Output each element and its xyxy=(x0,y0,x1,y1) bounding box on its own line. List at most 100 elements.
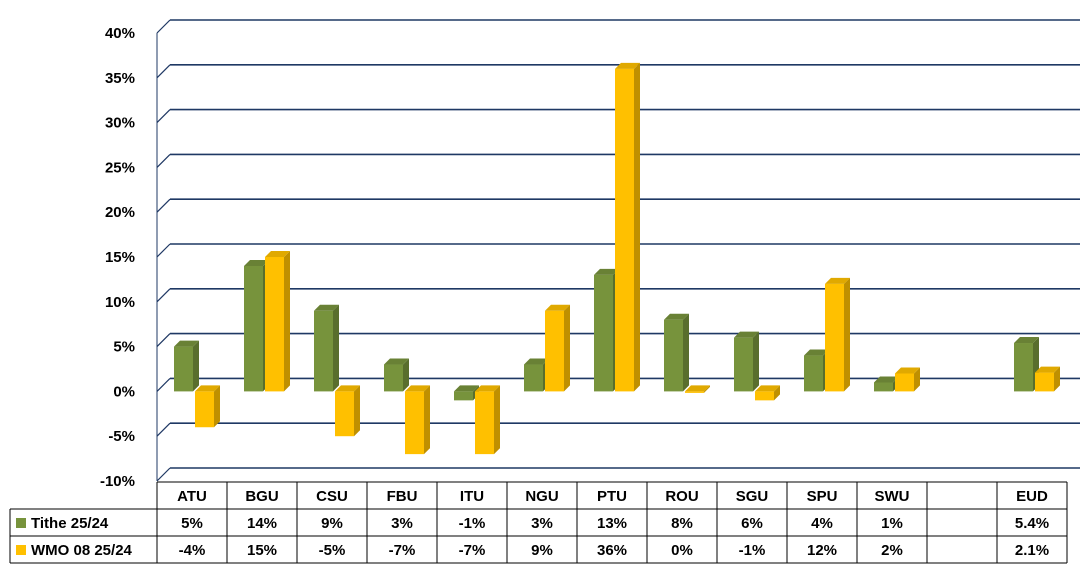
bar xyxy=(174,340,199,392)
bar-front xyxy=(664,319,683,392)
data-label: 1% xyxy=(881,515,903,532)
data-label: 36% xyxy=(597,542,627,559)
bar-top xyxy=(1014,337,1039,344)
category-label: SPU xyxy=(807,488,838,505)
bar-side xyxy=(914,367,920,392)
bar xyxy=(664,313,689,392)
bar-top xyxy=(594,268,619,275)
data-label: 5.4% xyxy=(1015,515,1049,532)
data-label: -4% xyxy=(179,542,206,559)
gridline-depth xyxy=(156,422,171,437)
gridline-depth xyxy=(156,467,171,482)
bar-top xyxy=(405,385,430,392)
category-label: ITU xyxy=(460,488,484,505)
bar xyxy=(755,385,780,401)
y-tick-label: 25% xyxy=(105,159,135,176)
bar-top xyxy=(524,358,549,365)
bar-front xyxy=(1035,372,1054,392)
data-label: 3% xyxy=(391,515,413,532)
bar-front xyxy=(335,391,354,437)
bar xyxy=(685,385,710,393)
bar-front xyxy=(314,310,333,392)
bar-top xyxy=(545,304,570,311)
gridline-depth xyxy=(156,109,171,124)
bar-side xyxy=(193,340,199,392)
category-label: FBU xyxy=(387,488,418,505)
bar xyxy=(384,358,409,392)
data-label: -7% xyxy=(459,542,486,559)
category-label: SGU xyxy=(736,488,769,505)
bar-front xyxy=(755,391,774,401)
bar-side xyxy=(284,251,290,392)
bar-top xyxy=(265,251,290,257)
bar xyxy=(475,385,500,455)
gridline-depth xyxy=(156,377,171,392)
legend-swatch xyxy=(16,545,26,555)
bar-side xyxy=(774,385,780,401)
gridline-depth xyxy=(156,19,171,34)
bar-side xyxy=(354,385,360,437)
bar xyxy=(1035,366,1060,392)
bar-front xyxy=(615,68,634,392)
bar-top xyxy=(825,277,850,284)
data-label: 0% xyxy=(671,542,693,559)
data-label: 5% xyxy=(181,515,203,532)
bar-front xyxy=(195,391,214,428)
data-label: -1% xyxy=(459,515,486,532)
category-label: PTU xyxy=(597,488,627,505)
bar-front xyxy=(545,310,564,392)
bar-side xyxy=(634,62,640,392)
bar-front xyxy=(405,391,424,455)
bar-side xyxy=(704,385,710,393)
bar-side xyxy=(683,313,689,392)
bar xyxy=(314,304,339,392)
bar-side xyxy=(753,331,759,392)
bar-front xyxy=(174,346,193,392)
bar-front xyxy=(685,391,704,393)
bar-front xyxy=(454,391,473,401)
bar xyxy=(734,331,759,392)
bar xyxy=(405,385,430,455)
bar-top xyxy=(475,385,500,392)
y-tick-label: 5% xyxy=(113,339,135,356)
bar-front xyxy=(244,265,263,392)
category-label: ATU xyxy=(177,488,207,505)
bar-front xyxy=(384,364,403,392)
data-label: -7% xyxy=(389,542,416,559)
bar-front xyxy=(475,391,494,455)
legend-label: Tithe 25/24 xyxy=(31,515,109,532)
category-label: BGU xyxy=(245,488,278,505)
y-tick-label: 20% xyxy=(105,204,135,221)
data-label: 6% xyxy=(741,515,763,532)
category-label: SWU xyxy=(875,488,910,505)
bar-top xyxy=(454,385,479,392)
bar-side xyxy=(494,385,500,455)
legend-label: WMO 08 25/24 xyxy=(31,542,133,559)
bar xyxy=(825,277,850,392)
bar-top xyxy=(734,331,759,338)
data-label: 2.1% xyxy=(1015,542,1049,559)
bar-side xyxy=(564,304,570,392)
legend-swatch xyxy=(16,518,26,528)
bar-side xyxy=(424,385,430,455)
bar-top xyxy=(195,385,220,392)
data-label: 3% xyxy=(531,515,553,532)
y-tick-label: -10% xyxy=(100,473,135,490)
y-tick-label: 40% xyxy=(105,25,135,42)
y-tick-label: 15% xyxy=(105,249,135,266)
bar-top xyxy=(895,367,920,374)
bar-top xyxy=(804,349,829,356)
bar-top xyxy=(874,376,899,383)
bar-front xyxy=(265,257,284,392)
y-tick-label: 30% xyxy=(105,115,135,132)
bar-front xyxy=(874,382,893,392)
gridline-depth xyxy=(156,333,171,348)
bar xyxy=(335,385,360,437)
category-label: NGU xyxy=(525,488,558,505)
bar-top xyxy=(1035,366,1060,373)
bar-top xyxy=(174,340,199,347)
bar-front xyxy=(804,355,823,392)
data-label: 8% xyxy=(671,515,693,532)
bar-top xyxy=(615,62,640,69)
